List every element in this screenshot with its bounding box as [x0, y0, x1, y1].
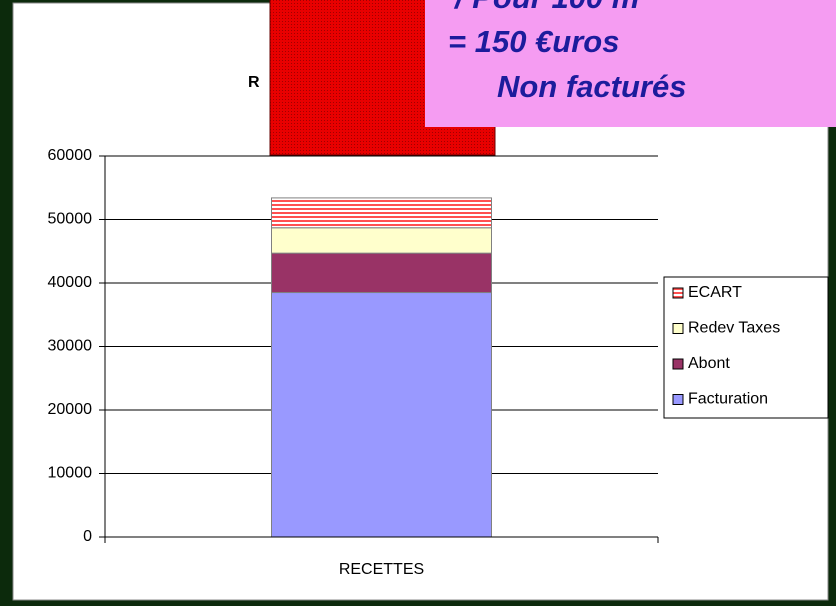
legend-label: ECART: [688, 284, 742, 301]
legend-label: Redev Taxes: [688, 320, 780, 337]
legend-swatch: [672, 323, 684, 334]
y-tick-label: 60000: [48, 147, 93, 164]
legend-label: Abont: [688, 355, 730, 372]
bar-segment: [271, 292, 492, 538]
callout-box: [425, 0, 836, 127]
callout-line: Non facturés: [497, 69, 686, 104]
legend-box: [663, 276, 829, 419]
bar-segment: [271, 197, 492, 229]
y-tick-label: 10000: [48, 465, 93, 482]
y-tick-label: 0: [83, 528, 92, 545]
callout-line: = 150 €uros: [448, 24, 619, 59]
legend-swatch: [672, 358, 684, 370]
callout-line: / Pour 100 m³: [453, 0, 650, 15]
legend-swatch: [672, 394, 684, 405]
y-tick-label: 30000: [48, 338, 93, 355]
bar-segment: [271, 252, 492, 294]
y-tick-label: 50000: [48, 211, 93, 228]
legend-label: Facturation: [688, 391, 768, 408]
x-tick-label: RECETTES: [339, 561, 424, 578]
legend-swatch: [672, 287, 684, 299]
chart-title: R: [248, 74, 260, 91]
bar-segment: [271, 227, 492, 254]
y-tick-label: 40000: [48, 274, 93, 291]
y-tick-label: 20000: [48, 401, 93, 418]
chart: R 0 10000 20000 30000 40000 50000 60000 RECETTE…: [48, 74, 829, 578]
